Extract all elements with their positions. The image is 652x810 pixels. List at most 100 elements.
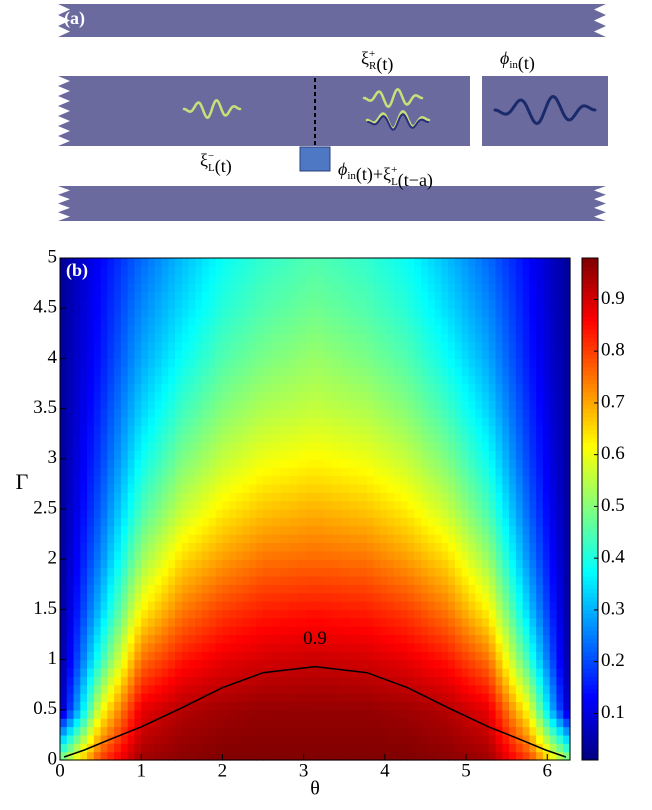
heat-cell bbox=[387, 450, 394, 459]
heat-cell bbox=[280, 718, 289, 727]
heat-cell bbox=[280, 710, 289, 719]
heat-cell bbox=[155, 317, 162, 326]
heat-cell bbox=[168, 442, 175, 451]
heat-cell bbox=[448, 350, 455, 359]
heat-cell bbox=[256, 375, 263, 384]
heat-cell bbox=[272, 459, 281, 468]
heat-cell bbox=[280, 342, 289, 351]
heat-cell bbox=[87, 752, 94, 761]
heat-cell bbox=[175, 735, 182, 744]
heat-cell bbox=[195, 735, 202, 744]
heat-cell bbox=[543, 593, 550, 602]
heat-cell bbox=[168, 367, 175, 376]
heat-cell bbox=[162, 517, 169, 526]
heat-cell bbox=[435, 526, 442, 535]
heat-cell bbox=[358, 417, 367, 426]
heat-cell bbox=[243, 283, 250, 292]
heat-cell bbox=[80, 568, 87, 577]
heat-cell bbox=[475, 308, 482, 317]
colorbar-swatch bbox=[582, 430, 598, 435]
heat-cell bbox=[128, 300, 135, 309]
heat-cell bbox=[209, 317, 216, 326]
heat-cell bbox=[550, 459, 557, 468]
heat-cell bbox=[556, 693, 563, 702]
heat-cell bbox=[394, 258, 401, 267]
heat-cell bbox=[556, 601, 563, 610]
heat-cell bbox=[401, 501, 408, 510]
heat-cell bbox=[374, 350, 381, 359]
heat-cell bbox=[87, 275, 94, 284]
heat-cell bbox=[272, 635, 281, 644]
heat-cell bbox=[148, 266, 155, 275]
heat-cell bbox=[448, 752, 455, 761]
heat-cell bbox=[315, 317, 324, 326]
heat-cell bbox=[162, 593, 169, 602]
heat-cell bbox=[289, 384, 298, 393]
heat-cell bbox=[550, 584, 557, 593]
heat-cell bbox=[155, 534, 162, 543]
heat-cell bbox=[216, 367, 223, 376]
heat-cell bbox=[428, 342, 435, 351]
heat-cell bbox=[516, 358, 523, 367]
heat-cell bbox=[509, 501, 516, 510]
heat-cell bbox=[134, 534, 141, 543]
heat-cell bbox=[455, 400, 462, 409]
heat-cell bbox=[80, 409, 87, 418]
heat-cell bbox=[448, 559, 455, 568]
heat-cell bbox=[332, 275, 341, 284]
heat-cell bbox=[332, 384, 341, 393]
heat-cell bbox=[381, 283, 388, 292]
heat-cell bbox=[67, 459, 74, 468]
heat-cell bbox=[475, 375, 482, 384]
heat-cell bbox=[128, 693, 135, 702]
heat-cell bbox=[107, 283, 114, 292]
heat-cell bbox=[556, 584, 563, 593]
heat-cell bbox=[516, 609, 523, 618]
heat-cell bbox=[272, 509, 281, 518]
heat-cell bbox=[358, 718, 367, 727]
heat-cell bbox=[249, 501, 256, 510]
heat-cell bbox=[482, 392, 489, 401]
heat-cell bbox=[536, 291, 543, 300]
heat-cell bbox=[128, 367, 135, 376]
heat-cell bbox=[421, 676, 428, 685]
heat-cell bbox=[563, 375, 570, 384]
heat-cell bbox=[394, 551, 401, 560]
heat-cell bbox=[155, 651, 162, 660]
heat-cell bbox=[209, 568, 216, 577]
heat-cell bbox=[67, 593, 74, 602]
heat-cell bbox=[175, 275, 182, 284]
colorbar-swatch bbox=[582, 434, 598, 439]
heat-cell bbox=[482, 308, 489, 317]
heat-cell bbox=[101, 584, 108, 593]
heat-cell bbox=[523, 367, 530, 376]
heat-cell bbox=[408, 342, 415, 351]
heat-cell bbox=[482, 693, 489, 702]
heat-cell bbox=[280, 609, 289, 618]
heat-cell bbox=[60, 701, 67, 710]
heat-cell bbox=[60, 601, 67, 610]
heat-cell bbox=[162, 342, 169, 351]
heat-cell bbox=[94, 484, 101, 493]
heat-cell bbox=[401, 266, 408, 275]
heat-cell bbox=[168, 660, 175, 669]
heat-cell bbox=[107, 576, 114, 585]
heat-cell bbox=[324, 325, 333, 334]
heat-cell bbox=[341, 375, 350, 384]
heat-cell bbox=[516, 626, 523, 635]
heat-cell bbox=[448, 325, 455, 334]
colorbar-swatch bbox=[582, 300, 598, 305]
heat-cell bbox=[162, 668, 169, 677]
heat-cell bbox=[148, 660, 155, 669]
heat-cell bbox=[189, 526, 196, 535]
colorbar-swatch bbox=[582, 287, 598, 292]
heat-cell bbox=[381, 308, 388, 317]
heat-cell bbox=[189, 291, 196, 300]
heat-cell bbox=[80, 467, 87, 476]
heat-cell bbox=[367, 425, 374, 434]
heat-cell bbox=[249, 559, 256, 568]
heat-cell bbox=[428, 568, 435, 577]
heat-cell bbox=[67, 333, 74, 342]
heat-cell bbox=[315, 743, 324, 752]
heat-cell bbox=[175, 350, 182, 359]
